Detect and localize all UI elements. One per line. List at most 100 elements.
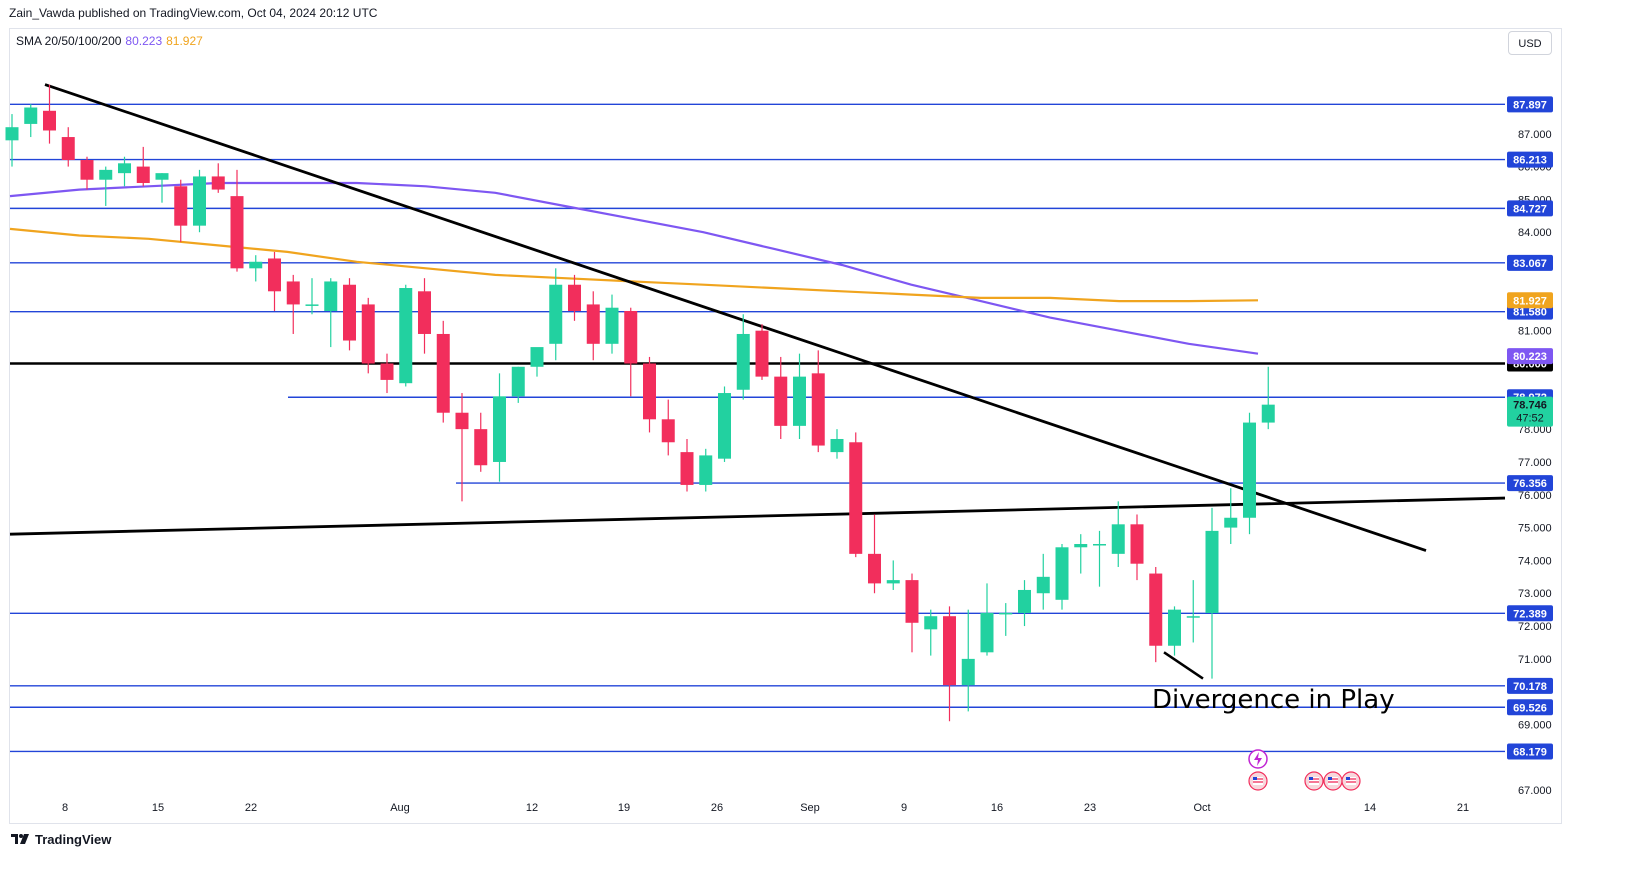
candle-body[interactable] [811, 373, 825, 446]
candle-body[interactable] [61, 137, 75, 161]
candle-body[interactable] [568, 284, 581, 311]
candle-body[interactable] [774, 376, 788, 426]
x-tick-label: 19 [618, 802, 630, 814]
price-level-label: 76.356 [1513, 478, 1547, 490]
candle-body[interactable] [1036, 576, 1050, 594]
candle-body[interactable] [511, 366, 525, 397]
publisher-line: Zain_Vawda published on TradingView.com,… [9, 6, 378, 20]
candle-body[interactable] [1261, 404, 1275, 423]
candle-body[interactable] [849, 442, 863, 554]
candle-body[interactable] [661, 419, 675, 443]
candle-body[interactable] [755, 330, 769, 377]
currency-button[interactable]: USD [1508, 31, 1552, 55]
us-flag-event-icon[interactable] [1341, 771, 1361, 791]
candle-body[interactable] [1018, 589, 1031, 613]
footer-brand[interactable]: TradingView [9, 829, 111, 849]
candle-body[interactable] [174, 186, 188, 226]
candle-body[interactable] [474, 429, 488, 466]
divergence-line[interactable] [1163, 651, 1204, 680]
x-tick-label: 16 [991, 802, 1003, 814]
candle-body[interactable] [399, 288, 413, 384]
candle-body[interactable] [1243, 422, 1256, 518]
flag-canton [1309, 777, 1313, 780]
candle-body[interactable] [493, 396, 506, 462]
us-flag-event-icon[interactable] [1304, 771, 1324, 791]
candle-body[interactable] [118, 163, 131, 174]
us-flag-event-icon[interactable] [1248, 771, 1268, 791]
candle-body[interactable] [155, 173, 169, 180]
price-level-label: 83.067 [1513, 258, 1547, 270]
candle-body[interactable] [5, 127, 19, 141]
candle-body[interactable] [624, 310, 638, 364]
candle-body[interactable] [436, 333, 450, 413]
candle-body[interactable] [193, 176, 206, 226]
candle-body[interactable] [268, 258, 281, 292]
price-level-label: 84.727 [1513, 203, 1547, 215]
candle-body[interactable] [211, 176, 225, 190]
candle-body[interactable] [961, 658, 975, 686]
candle-body[interactable] [643, 363, 656, 420]
candle-body[interactable] [249, 261, 263, 269]
candle-body[interactable] [718, 393, 731, 459]
support-trend-line[interactable] [9, 496, 1506, 536]
candle-body[interactable] [361, 304, 375, 364]
candle-body[interactable] [886, 580, 900, 584]
candle-body[interactable] [80, 160, 94, 180]
candle-body[interactable] [99, 169, 113, 180]
candle-body[interactable] [1186, 616, 1200, 618]
candle-body[interactable] [43, 110, 56, 131]
candle-body[interactable] [793, 376, 806, 426]
candle-body[interactable] [980, 612, 994, 653]
candle-body[interactable] [286, 281, 300, 305]
candle-body[interactable] [1168, 609, 1181, 646]
price-badge [1507, 396, 1553, 427]
y-tick-label: 78.000 [1518, 424, 1552, 436]
candle-body[interactable] [736, 333, 750, 390]
candle-body[interactable] [24, 107, 38, 124]
y-tick-label: 84.000 [1518, 227, 1552, 239]
dividend-event-icon[interactable] [1248, 749, 1268, 769]
candle-body[interactable] [380, 363, 394, 380]
candle-body[interactable] [1093, 544, 1106, 546]
price-level-badge [1507, 699, 1553, 716]
price-level-badge [1507, 743, 1553, 760]
candle-body[interactable] [305, 304, 319, 306]
lightning-icon [1254, 752, 1262, 766]
candle-body[interactable] [905, 580, 919, 623]
candle-body[interactable] [1205, 530, 1219, 613]
candle-body[interactable] [1224, 517, 1238, 528]
us-flag-event-icon[interactable] [1323, 771, 1343, 791]
candle-body[interactable] [868, 553, 881, 584]
candle-body[interactable] [943, 616, 956, 686]
candle-body[interactable] [455, 412, 469, 430]
candle-body[interactable] [680, 452, 694, 485]
candle-body[interactable] [343, 284, 356, 341]
candle-body[interactable] [530, 347, 544, 367]
candle-body[interactable] [230, 196, 244, 269]
candle-body[interactable] [418, 291, 431, 334]
candle-body[interactable] [999, 612, 1013, 615]
candle-body[interactable] [699, 455, 713, 485]
candle-body[interactable] [586, 304, 600, 344]
x-tick-label: 15 [152, 802, 164, 814]
candle-body[interactable] [1130, 524, 1144, 564]
downtrend-line[interactable] [44, 83, 1427, 552]
candle-body[interactable] [1149, 573, 1163, 646]
x-tick-label: 22 [245, 802, 257, 814]
x-tick-label: 21 [1457, 802, 1469, 814]
candle-body[interactable] [1111, 524, 1125, 554]
price-level-label: 70.178 [1513, 681, 1547, 693]
candle-body[interactable] [136, 166, 150, 183]
candle-body[interactable] [549, 284, 563, 344]
candle-body[interactable] [924, 616, 938, 630]
y-tick-label: 72.000 [1518, 621, 1552, 633]
candle-body[interactable] [1055, 547, 1069, 600]
candle-body[interactable] [830, 438, 844, 453]
candle-body[interactable] [324, 281, 338, 311]
y-tick-label: 73.000 [1518, 588, 1552, 600]
sma-legend[interactable]: SMA 20/50/100/200 80.223 81.927 [16, 34, 203, 48]
price-level-badge [1507, 605, 1553, 622]
candle-body[interactable] [605, 307, 619, 344]
candle-body[interactable] [1074, 544, 1088, 548]
